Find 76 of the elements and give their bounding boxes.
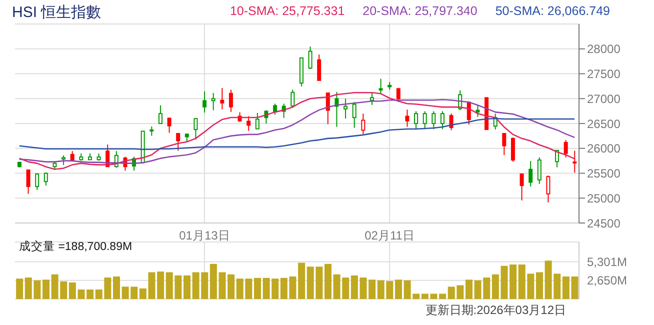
candlestick bbox=[308, 46, 312, 70]
chart-title: 成交量 =188,700.89M bbox=[19, 239, 132, 254]
y-tick-label: 28000 bbox=[587, 42, 621, 56]
bar bbox=[439, 294, 446, 299]
bar bbox=[536, 272, 543, 299]
x-tick-label: 02月11日 bbox=[364, 228, 414, 243]
candlestick bbox=[44, 172, 48, 186]
candlestick bbox=[537, 156, 542, 184]
y-tick-label: 24500 bbox=[587, 216, 621, 230]
line-series bbox=[18, 92, 576, 170]
candlestick bbox=[422, 110, 427, 130]
text: 10-SMA: 25,775.331 bbox=[230, 4, 345, 18]
candlestick bbox=[35, 172, 40, 190]
candlestick bbox=[440, 110, 444, 130]
y-tick-label: 27000 bbox=[587, 92, 621, 106]
candlestick bbox=[361, 113, 366, 135]
candlestick bbox=[220, 88, 224, 110]
candlestick bbox=[414, 110, 418, 130]
y-tick-label: 25000 bbox=[587, 191, 621, 206]
y-tick-label: 2,650M bbox=[587, 274, 628, 288]
candlestick bbox=[167, 117, 172, 134]
candlestick bbox=[370, 92, 374, 106]
candlestick bbox=[255, 112, 260, 130]
candlestick bbox=[476, 104, 480, 118]
bar bbox=[16, 278, 24, 299]
bar bbox=[510, 264, 517, 299]
candlestick bbox=[317, 54, 322, 81]
candlestick bbox=[396, 87, 400, 102]
candlestick bbox=[334, 92, 339, 128]
y-tick-label: 25500 bbox=[587, 166, 621, 181]
bar bbox=[324, 264, 332, 299]
candlestick bbox=[564, 140, 568, 158]
candlestick bbox=[378, 78, 383, 94]
y-tick-label: 26500 bbox=[587, 116, 621, 131]
candlestick bbox=[546, 175, 550, 203]
y-tick-label: 27500 bbox=[587, 67, 621, 82]
bar bbox=[368, 280, 376, 299]
candlestick bbox=[150, 126, 154, 136]
candlestick bbox=[176, 133, 180, 152]
candlestick bbox=[344, 98, 348, 120]
candlestick bbox=[158, 104, 162, 124]
bar bbox=[42, 280, 50, 299]
candlestick bbox=[211, 92, 216, 111]
candlestick bbox=[405, 109, 410, 128]
candlestick bbox=[572, 150, 577, 174]
candlestick bbox=[202, 90, 207, 114]
bar bbox=[112, 276, 120, 299]
y-tick-label: 26000 bbox=[587, 142, 621, 156]
candlestick bbox=[520, 173, 524, 201]
candlestick bbox=[194, 118, 198, 140]
text: 50-SMA: 26,066.749 bbox=[495, 4, 610, 18]
text: 更新日期:2026年03月12日 bbox=[425, 302, 566, 319]
bar bbox=[86, 290, 94, 299]
candlestick bbox=[273, 103, 278, 116]
candlestick bbox=[26, 169, 30, 194]
bar bbox=[254, 278, 261, 299]
x-tick-label: 01月13日 bbox=[179, 228, 230, 243]
bar bbox=[183, 275, 190, 299]
candlestick bbox=[449, 113, 454, 131]
candlestick bbox=[290, 89, 295, 108]
candlestick bbox=[502, 133, 506, 156]
bar bbox=[157, 272, 164, 299]
y-tick-label: 5,301M bbox=[587, 254, 628, 269]
candlestick bbox=[352, 101, 356, 128]
candlestick bbox=[432, 110, 436, 130]
candlestick bbox=[228, 89, 233, 112]
bar bbox=[228, 274, 235, 299]
candlestick bbox=[510, 136, 515, 162]
text: 20-SMA: 25,797.340 bbox=[362, 4, 478, 18]
candlestick bbox=[246, 116, 251, 132]
candlestick bbox=[62, 154, 66, 166]
candlestick bbox=[528, 160, 533, 188]
bar bbox=[394, 280, 402, 299]
chart-title: HSI 恒生指數 bbox=[12, 3, 102, 22]
bar bbox=[298, 262, 306, 299]
bar bbox=[465, 280, 472, 299]
